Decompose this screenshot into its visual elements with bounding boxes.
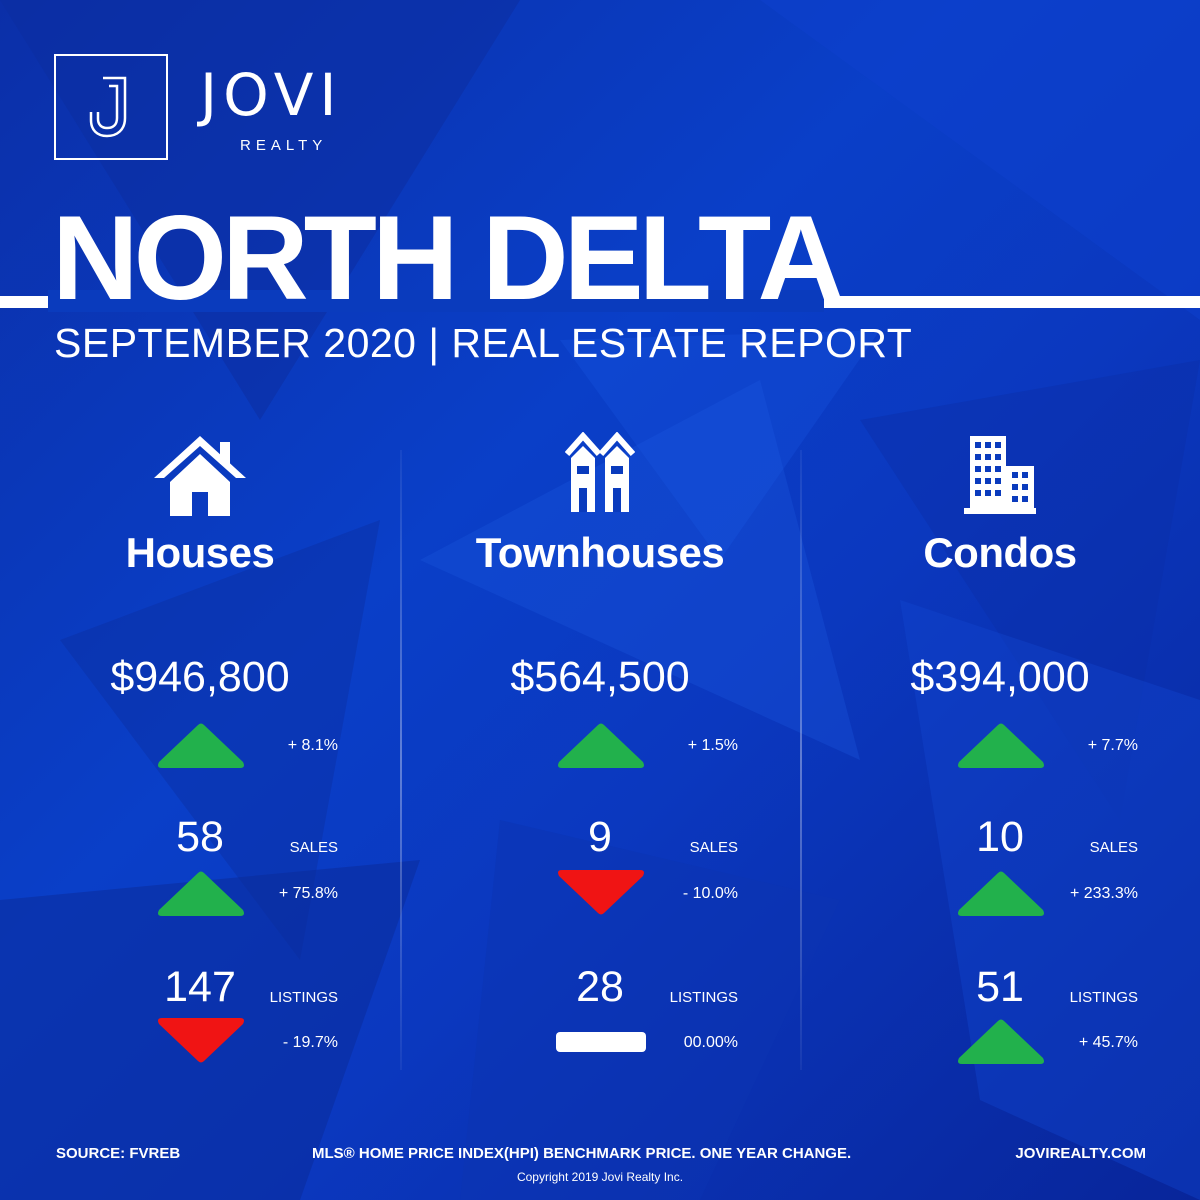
column-divider xyxy=(400,450,402,1070)
listings-no-change-bar xyxy=(556,1032,646,1052)
townhouse-icon xyxy=(565,432,635,512)
footer-copyright: Copyright 2019 Jovi Realty Inc. xyxy=(516,1170,684,1184)
title-backdrop xyxy=(48,290,824,312)
column-icon-wrap xyxy=(400,432,800,522)
listings-count: 51 xyxy=(976,963,1024,1011)
column-icon-wrap xyxy=(800,432,1200,522)
sales-change-percent: + 75.8% xyxy=(278,885,338,902)
sales-count: 9 xyxy=(588,813,612,861)
sales-up-arrow-icon xyxy=(958,871,1044,916)
listings-down-arrow-icon xyxy=(158,1018,244,1063)
listings-change-percent: 00.00% xyxy=(683,1034,738,1051)
logo-box xyxy=(54,54,168,160)
listings-count: 28 xyxy=(576,963,624,1011)
listings-change-percent: - 19.7% xyxy=(282,1034,338,1051)
column-icon-wrap xyxy=(0,432,400,522)
footer-source: SOURCE: FVREB xyxy=(56,1145,181,1162)
listings-up-arrow-icon xyxy=(958,1019,1044,1064)
sales-count: 10 xyxy=(976,813,1024,861)
brand-name: JOVI xyxy=(200,61,343,129)
column-title: Condos xyxy=(923,529,1077,576)
sales-change-percent: + 233.3% xyxy=(1069,885,1138,902)
benchmark-price: $564,500 xyxy=(510,653,690,701)
sales-label: SALES xyxy=(1089,839,1138,856)
house-icon xyxy=(154,436,246,516)
price-up-arrow-icon xyxy=(958,723,1044,768)
report-subtitle: SEPTEMBER 2020 | REAL ESTATE REPORT xyxy=(54,320,913,366)
benchmark-price: $394,000 xyxy=(910,653,1090,701)
price-change-percent: + 1.5% xyxy=(687,737,738,754)
price-up-arrow-icon xyxy=(558,723,644,768)
column-condos: Condos $394,000 + 7.7% 10 SALES + 233.3%… xyxy=(800,0,1200,1200)
footer-note: MLS® HOME PRICE INDEX(HPI) BENCHMARK PRI… xyxy=(312,1145,852,1162)
price-change-percent: + 8.1% xyxy=(287,737,338,754)
column-title: Houses xyxy=(125,529,275,576)
sales-label: SALES xyxy=(289,839,338,856)
footer-website-link[interactable]: JOVIREALTY.COM xyxy=(1015,1145,1146,1162)
listings-count: 147 xyxy=(164,963,236,1011)
sales-down-arrow-icon xyxy=(558,870,644,915)
condo-building-icon xyxy=(964,436,1036,514)
sales-count: 58 xyxy=(176,813,224,861)
column-houses: Houses $946,800 + 8.1% 58 SALES + 75.8% … xyxy=(0,0,400,1200)
j-monogram-icon xyxy=(89,76,127,138)
listings-label: LISTINGS xyxy=(1069,989,1138,1006)
sales-up-arrow-icon xyxy=(158,871,244,916)
listings-label: LISTINGS xyxy=(669,989,738,1006)
column-divider xyxy=(800,450,802,1070)
column-townhouses: Townhouses $564,500 + 1.5% 9 SALES - 10.… xyxy=(400,0,800,1200)
benchmark-price: $946,800 xyxy=(110,653,290,701)
price-up-arrow-icon xyxy=(158,723,244,768)
price-change-percent: + 7.7% xyxy=(1087,737,1138,754)
page-title: NORTH DELTA xyxy=(52,191,844,325)
brand-subtitle: REALTY xyxy=(240,137,328,154)
listings-label: LISTINGS xyxy=(269,989,338,1006)
sales-change-percent: - 10.0% xyxy=(682,885,738,902)
sales-label: SALES xyxy=(689,839,738,856)
listings-change-percent: + 45.7% xyxy=(1078,1034,1138,1051)
column-title: Townhouses xyxy=(475,529,725,576)
